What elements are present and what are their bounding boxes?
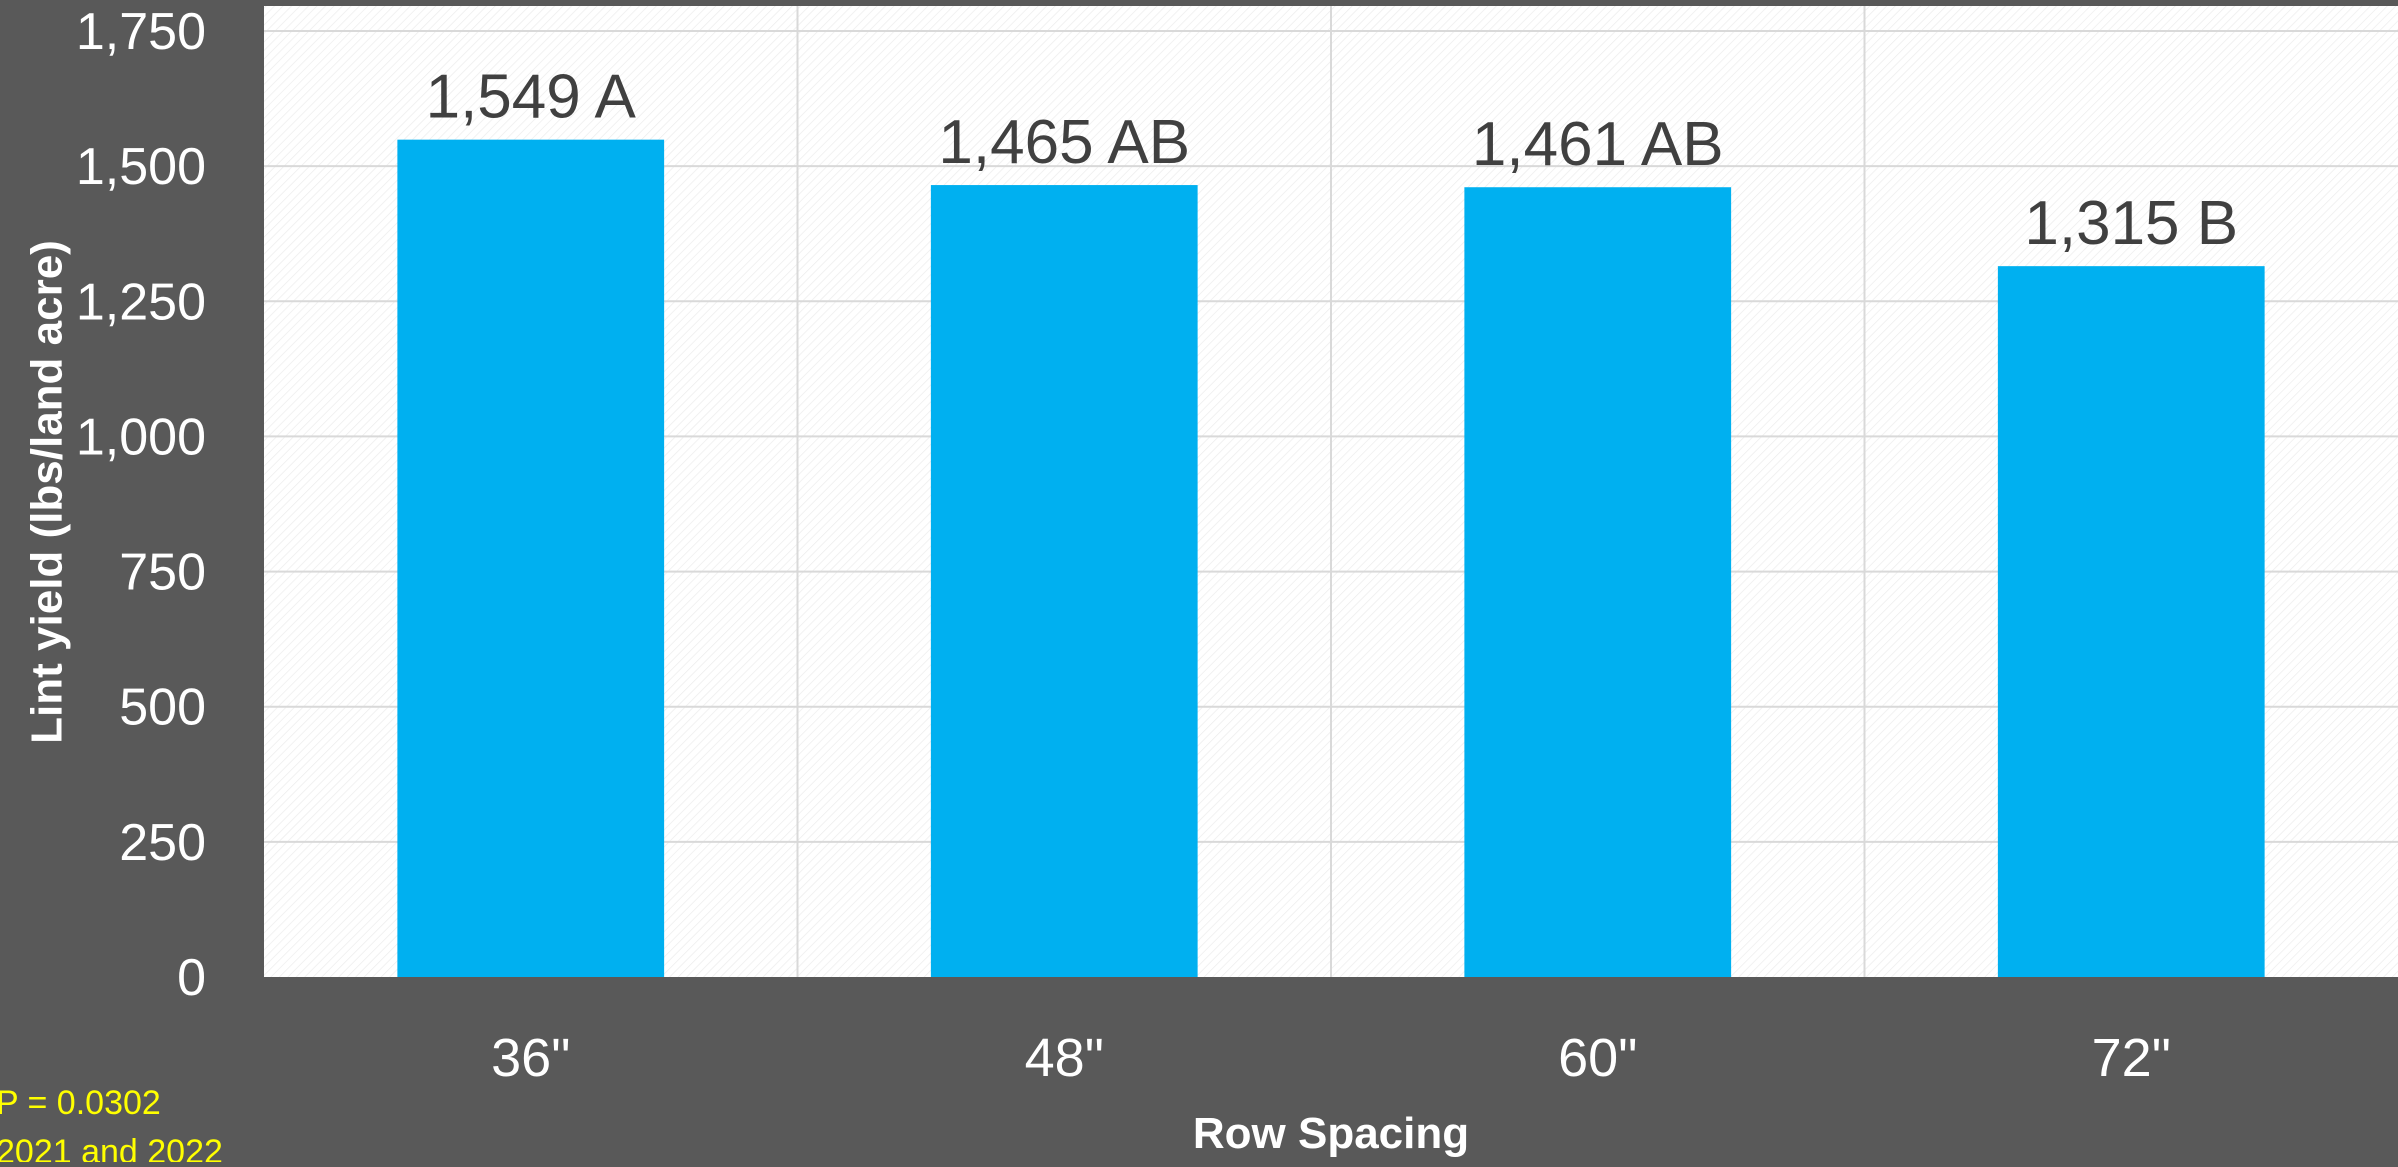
data-labels: 1,549 A 1,465 AB 1,461 AB 1,315 B xyxy=(426,63,2239,258)
x-tick-label: 72" xyxy=(2092,1028,2171,1088)
x-tick-label: 48" xyxy=(1025,1028,1104,1088)
y-tick-label: 1,000 xyxy=(76,408,206,466)
years-note: 2021 and 2022 xyxy=(0,1133,223,1162)
y-tick-label: 1,250 xyxy=(76,273,206,331)
x-axis-ticks: 36" 48" 60" 72" xyxy=(491,1028,2171,1088)
y-tick-label: 500 xyxy=(119,679,206,737)
p-value-note: P = 0.0302 xyxy=(0,1084,161,1122)
y-tick-label: 1,500 xyxy=(76,138,206,196)
bars xyxy=(397,139,2265,978)
data-label: 1,465 AB xyxy=(938,108,1190,177)
y-tick-label: 0 xyxy=(177,949,206,1007)
y-tick-label: 750 xyxy=(119,544,206,602)
y-tick-label: 1,750 xyxy=(76,3,206,61)
bar xyxy=(1464,187,1732,977)
bar xyxy=(397,139,665,978)
data-label: 1,315 B xyxy=(2024,189,2238,258)
x-axis-title: Row Spacing xyxy=(1193,1109,1469,1158)
data-label: 1,461 AB xyxy=(1472,110,1724,179)
y-tick-label: 250 xyxy=(119,814,206,872)
y-axis-ticks: 0 250 500 750 1,000 1,250 1,500 1,750 xyxy=(76,3,206,1007)
bar xyxy=(1997,266,2265,977)
y-axis-title: Lint yield (lbs/land acre) xyxy=(23,240,72,744)
x-tick-label: 60" xyxy=(1558,1028,1637,1088)
data-label: 1,549 A xyxy=(426,63,637,132)
bar xyxy=(930,185,1198,977)
x-tick-label: 36" xyxy=(491,1028,570,1088)
